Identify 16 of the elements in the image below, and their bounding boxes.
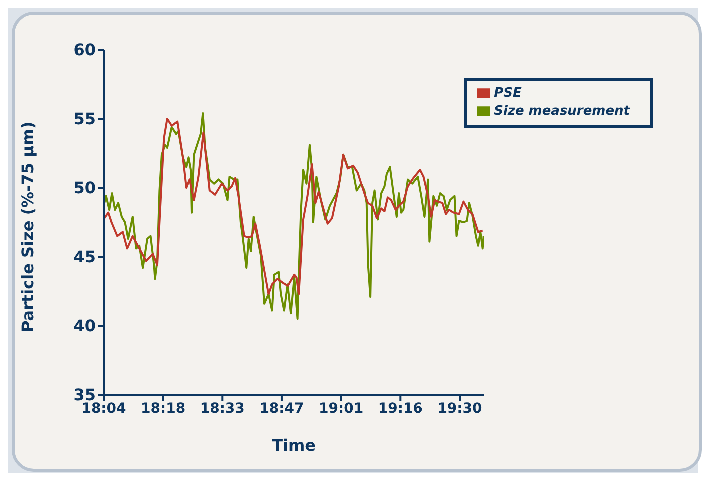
x-tick-label: 19:16	[378, 400, 423, 417]
y-axis-title: Particle Size (%-75 µm)	[18, 122, 38, 332]
y-tick-label: 55	[74, 110, 96, 129]
x-tick-label: 18:47	[260, 400, 304, 417]
x-tick-label: 19:30	[438, 400, 483, 417]
y-tick-label: 40	[74, 316, 96, 336]
y-tick-label: 45	[74, 248, 96, 267]
x-tick-label: 19:01	[319, 400, 364, 417]
y-tick-label: 60	[74, 40, 96, 60]
x-axis-title: Time	[272, 436, 316, 455]
x-tick-label: 18:18	[141, 400, 186, 417]
x-tick-label: 18:04	[82, 400, 127, 417]
y-tick-label: 50	[74, 178, 96, 198]
x-tick-label: 18:33	[200, 400, 245, 417]
legend-label: Size measurement	[494, 104, 630, 119]
legend-label: PSE	[494, 86, 522, 101]
